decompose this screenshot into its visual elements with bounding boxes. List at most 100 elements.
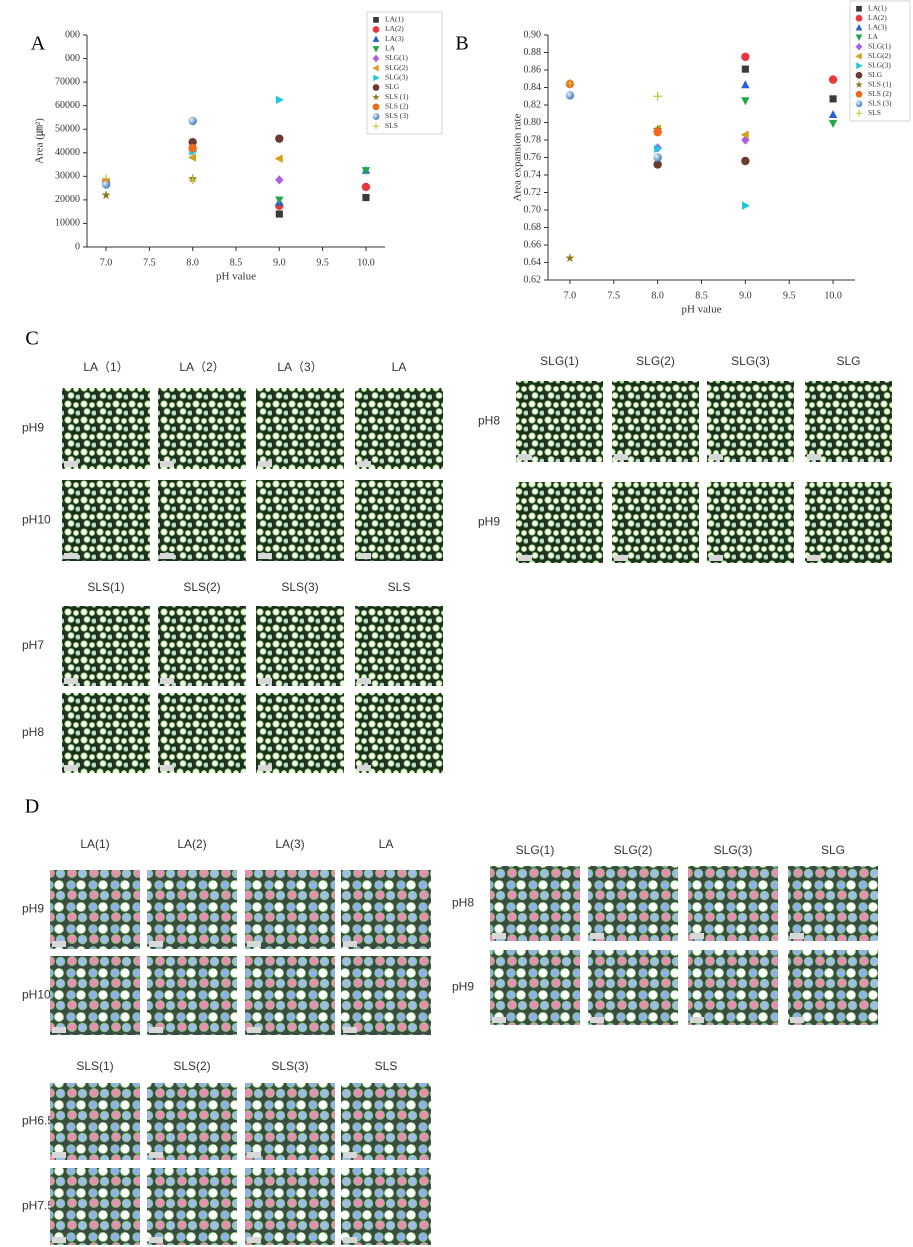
- column-label: LA（3）: [277, 360, 322, 374]
- x-tick-label: 7.0: [100, 257, 113, 268]
- marker: [741, 156, 750, 166]
- marker: [362, 193, 370, 202]
- micrograph: [50, 1168, 140, 1245]
- scale-bar: [160, 461, 174, 467]
- y-tick-label: 000: [65, 53, 80, 64]
- micrograph: [341, 870, 431, 949]
- row-label: pH9: [452, 980, 474, 994]
- scale-bar: [518, 454, 532, 460]
- legend-label: SLS (2): [868, 89, 892, 98]
- marker: [188, 175, 197, 185]
- legend-swatch: [372, 113, 380, 120]
- y-tick-label: 0.66: [524, 239, 542, 250]
- marker: [275, 210, 283, 218]
- micrograph: [688, 866, 778, 941]
- micrograph: [788, 866, 878, 941]
- micrograph: [788, 950, 878, 1025]
- scale-bar: [790, 933, 804, 939]
- scale-bar: [160, 765, 174, 771]
- y-axis-title: Area (㎛²): [34, 118, 46, 164]
- legend-label: SLS (2): [385, 102, 409, 111]
- legend-swatch: [856, 5, 862, 12]
- column-label: SLG(2): [636, 354, 675, 368]
- micrograph: [516, 482, 603, 563]
- marker: [372, 64, 379, 72]
- panel-label: B: [455, 33, 468, 55]
- x-tick-label: 8.0: [651, 290, 664, 301]
- scale-bar: [357, 461, 371, 467]
- legend-label: LA(1): [385, 15, 404, 24]
- x-tick-label: 7.5: [608, 290, 621, 301]
- x-tick-label: 8.5: [230, 257, 243, 268]
- scale-bar: [492, 933, 506, 939]
- legend-swatch: [372, 122, 380, 130]
- column-label: SLG(1): [516, 843, 555, 857]
- y-tick-label: 30000: [55, 171, 80, 182]
- marker: [828, 110, 838, 118]
- y-tick-label: 0.68: [524, 222, 542, 233]
- scale-bar: [614, 555, 628, 561]
- legend-label: SLG: [868, 70, 883, 79]
- micrograph: [158, 606, 246, 686]
- marker: [741, 80, 750, 89]
- micrograph: [158, 693, 246, 773]
- legend-label: LA(3): [385, 34, 404, 43]
- y-tick-label: 70000: [55, 76, 80, 87]
- micrograph: [355, 388, 443, 469]
- y-tick-label: 40000: [55, 147, 80, 158]
- marker: [741, 52, 750, 62]
- column-label: LA(3): [275, 837, 304, 851]
- marker: [361, 167, 371, 176]
- micrograph: [805, 482, 892, 563]
- marker: [855, 71, 863, 79]
- marker: [188, 116, 197, 126]
- x-tick-label: 9.5: [316, 257, 329, 268]
- marker: [361, 182, 371, 192]
- micrograph: [516, 381, 603, 462]
- scale-bar: [690, 1017, 704, 1023]
- micrograph: [707, 381, 794, 462]
- y-tick-label: 0.70: [524, 204, 542, 215]
- panel-label: A: [31, 33, 46, 55]
- row-label: pH8: [452, 896, 474, 910]
- marker: [372, 54, 380, 63]
- scale-bar: [807, 555, 821, 561]
- micrograph: [355, 693, 443, 773]
- scale-bar: [52, 1237, 66, 1243]
- micrograph: [147, 956, 237, 1035]
- scale-bar: [52, 1027, 66, 1033]
- micrograph: [612, 482, 699, 563]
- legend-label: SLS: [868, 108, 881, 117]
- legend-label: LA(3): [868, 22, 887, 31]
- micrograph: [355, 480, 443, 561]
- micrograph: [490, 950, 580, 1025]
- panel-label: D: [25, 796, 39, 818]
- micrograph: [490, 866, 580, 941]
- micrograph: [147, 870, 237, 949]
- x-tick-label: 10.0: [357, 257, 375, 268]
- legend-swatch: [372, 84, 380, 91]
- scale-bar: [343, 1027, 357, 1033]
- scale-bar: [357, 678, 371, 684]
- legend-swatch: [372, 35, 380, 42]
- column-label: SLS(1): [76, 1059, 113, 1073]
- micrograph: [688, 950, 778, 1025]
- marker: [856, 5, 862, 12]
- marker: [372, 113, 380, 120]
- marker: [855, 100, 863, 108]
- micrograph: [62, 606, 150, 686]
- marker: [373, 74, 380, 82]
- legend-swatch: [373, 74, 380, 82]
- micrograph: [62, 480, 150, 561]
- marker: [828, 75, 838, 84]
- marker: [829, 95, 837, 103]
- scale-bar: [343, 1152, 357, 1158]
- row-label: pH8: [22, 725, 44, 739]
- legend-swatch: [373, 16, 379, 23]
- scale-bar: [258, 678, 272, 684]
- scale-bar: [247, 1027, 261, 1033]
- y-tick-label: 0.74: [524, 169, 542, 180]
- column-label: LA: [392, 360, 407, 374]
- y-tick-label: 20000: [55, 194, 80, 205]
